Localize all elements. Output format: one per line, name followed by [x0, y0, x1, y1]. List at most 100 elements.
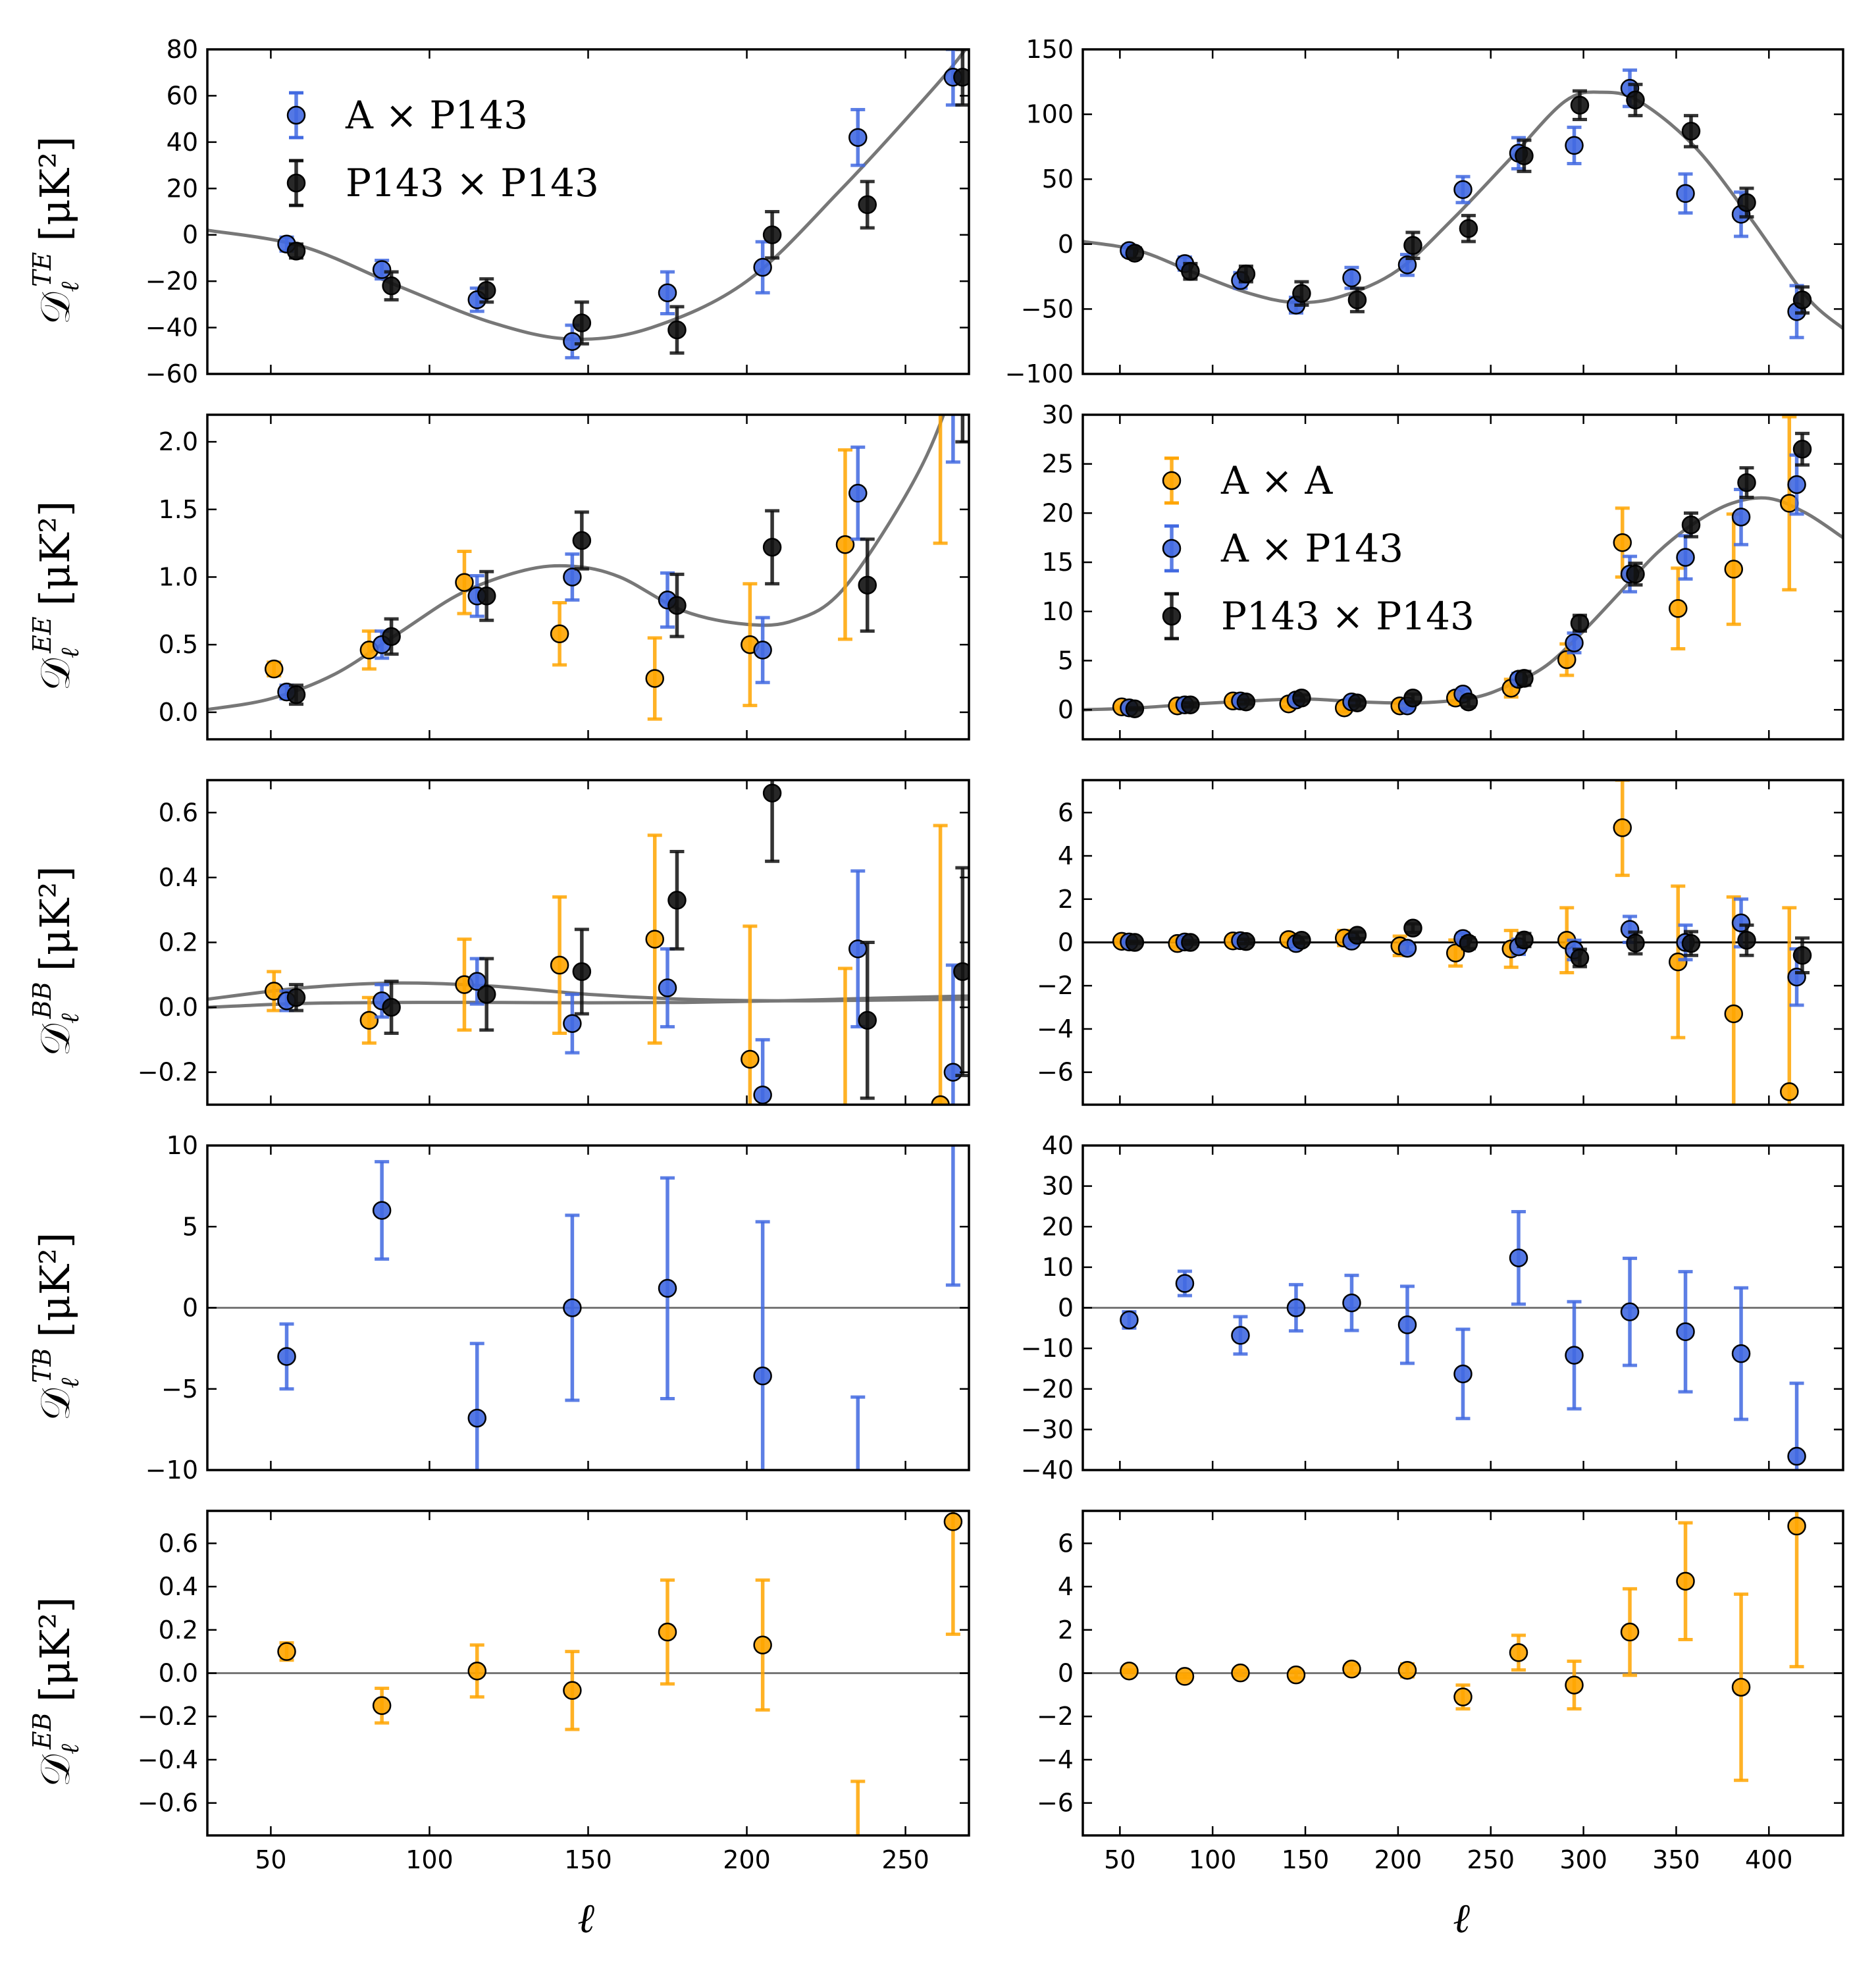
ytick-label: 5 [1058, 646, 1074, 675]
marker [932, 392, 949, 409]
data-point [563, 1213, 582, 1402]
data-point [1125, 699, 1145, 718]
data-point [1342, 1273, 1361, 1332]
data-point [848, 108, 868, 167]
ytick-label: −0.4 [138, 1745, 198, 1774]
series-AxA [1112, 780, 1799, 1105]
marker [1570, 948, 1590, 968]
data-point [1509, 1633, 1528, 1672]
data-point [1292, 689, 1311, 708]
series-AxA [1112, 415, 1799, 718]
marker [382, 627, 401, 646]
panel-eb-right: −6 −4 −2 0 2 4 6 50 100 150 200 250 300 350 400 [1037, 1510, 1844, 1874]
data-point [1347, 693, 1367, 712]
panel-te-left: −60 −40 −20 0 20 40 60 80 A × P143 P143 × P143 [145, 35, 970, 388]
data-point [286, 683, 306, 706]
ytick-label: 0.0 [159, 1659, 198, 1688]
data-point [1292, 280, 1311, 307]
data-point [1515, 930, 1534, 950]
marker [1342, 268, 1361, 288]
ytick-label: 2 [1058, 1616, 1074, 1645]
legend-label: P143 × P143 [346, 161, 599, 205]
data-point [286, 983, 306, 1013]
marker [277, 1642, 296, 1661]
marker [1681, 121, 1701, 141]
marker [572, 313, 592, 332]
plot-area [1083, 1511, 1843, 1782]
data-point [1681, 511, 1701, 539]
ylabel-bb: 𝒟ℓBB[μK²] [28, 866, 84, 1056]
panel-eb-left: −0.6 −0.4 −0.2 0.0 0.2 0.4 0.6 50 100 150 200 250 [138, 1510, 970, 1874]
panel-ee-right: 0 5 10 15 20 25 30 A × A A × P143 P143 × P143 [1042, 400, 1844, 741]
data-point [1792, 936, 1812, 975]
svg-text:𝒟ℓTE[μK²]: 𝒟ℓTE[μK²] [28, 136, 84, 325]
marker [667, 891, 687, 910]
data-point [1626, 930, 1645, 956]
data-point [953, 866, 969, 1078]
legend: A × P143 P143 × P143 [286, 91, 599, 207]
marker [1613, 818, 1632, 837]
marker [762, 538, 782, 557]
data-point [1681, 114, 1701, 149]
ytick-label: −4 [1037, 1014, 1074, 1043]
data-point [945, 415, 960, 464]
data-point [563, 1650, 582, 1731]
marker [1181, 933, 1200, 952]
data-point [645, 833, 664, 1045]
marker [1403, 689, 1422, 708]
ytick-label: 4 [1058, 841, 1074, 870]
marker [477, 587, 496, 606]
ytick-label: −100 [1005, 359, 1074, 388]
marker [550, 955, 569, 975]
marker [277, 1347, 296, 1366]
marker [953, 962, 969, 982]
data-point [658, 571, 677, 629]
xtick-label: 100 [405, 1845, 454, 1874]
plot-area [207, 49, 969, 359]
ytick-label: 20 [1042, 498, 1074, 527]
marker [1120, 1661, 1139, 1681]
marker [837, 1158, 854, 1175]
marker [1453, 180, 1472, 199]
legend-entry: A × A [1162, 456, 1333, 505]
data-point [1236, 264, 1256, 284]
data-point [1453, 1327, 1472, 1421]
data-point [1676, 1270, 1695, 1394]
plot-area [207, 392, 969, 721]
marker [1515, 669, 1534, 688]
data-point [1565, 1300, 1584, 1411]
data-point [572, 510, 592, 571]
series-AxP143 [277, 1146, 960, 1470]
data-point [1515, 138, 1534, 173]
ytick-label: 4 [1058, 1572, 1074, 1601]
data-point [1780, 906, 1799, 1105]
data-point [1509, 1209, 1528, 1306]
data-point [667, 305, 687, 355]
data-point [1626, 82, 1645, 118]
data-point [1570, 947, 1590, 968]
marker [1181, 261, 1200, 281]
data-point [1236, 692, 1256, 712]
series-P143xP143 [1125, 431, 1812, 718]
plot-area [1083, 415, 1843, 718]
data-point [572, 928, 592, 1016]
ytick-label: −20 [145, 267, 198, 296]
ytick-label: 40 [1042, 1131, 1074, 1160]
ytick-label: −6 [1037, 1789, 1074, 1818]
marker [1231, 1326, 1250, 1345]
xtick-label: 50 [255, 1845, 286, 1874]
data-point [943, 1511, 963, 1636]
series-AxA [264, 392, 949, 721]
marker [1731, 1344, 1751, 1363]
data-point [753, 1038, 772, 1105]
data-point [286, 242, 306, 261]
xtick-label: 200 [1374, 1845, 1422, 1874]
marker [286, 685, 306, 704]
marker [658, 283, 677, 302]
marker [1459, 219, 1478, 238]
data-point [658, 1578, 677, 1686]
xlabel-left: ℓ [577, 1894, 594, 1942]
data-point [1613, 780, 1632, 878]
data-point [1292, 930, 1311, 950]
